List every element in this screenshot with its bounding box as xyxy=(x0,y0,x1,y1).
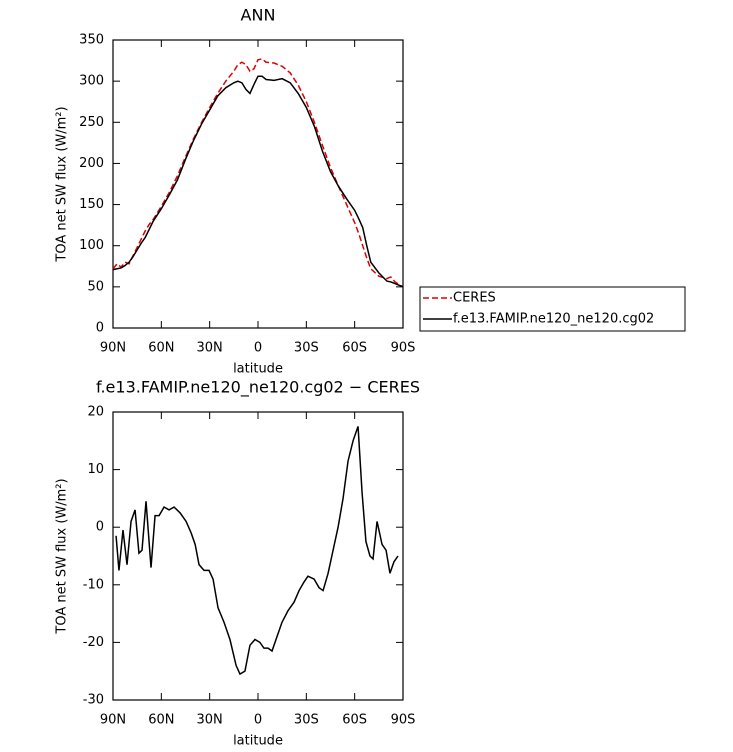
x-tick-label: 90N xyxy=(100,713,126,728)
x-tick-label: 30S xyxy=(294,341,319,356)
x-axis-label: latitude xyxy=(233,734,283,749)
x-tick-label: 90S xyxy=(391,713,416,728)
legend-label: f.e13.FAMIP.ne120_ne120.cg02 xyxy=(453,312,654,327)
y-tick-label: -20 xyxy=(83,635,104,650)
plot-frame xyxy=(112,39,404,329)
x-tick-label: 90S xyxy=(391,341,416,356)
y-tick-label: 0 xyxy=(96,520,104,535)
y-tick-label: 0 xyxy=(96,321,104,336)
y-tick-label: 250 xyxy=(79,115,104,130)
x-tick-label: 60N xyxy=(148,341,174,356)
x-tick-label: 30S xyxy=(294,713,319,728)
plot-frame xyxy=(112,411,404,701)
y-tick-label: 100 xyxy=(79,238,104,253)
x-tick-label: 90N xyxy=(100,341,126,356)
y-tick-label: -10 xyxy=(83,577,104,592)
x-tick-label: 60S xyxy=(342,341,367,356)
x-tick-label: 60N xyxy=(148,713,174,728)
y-tick-label: 50 xyxy=(87,279,104,294)
y-tick-label: -30 xyxy=(83,693,104,708)
y-tick-label: 20 xyxy=(87,405,104,420)
x-tick-label: 60S xyxy=(342,713,367,728)
x-tick-label: 0 xyxy=(254,713,262,728)
y-tick-label: 300 xyxy=(79,74,104,89)
legend-label: CERES xyxy=(453,291,496,306)
legend-box xyxy=(419,286,686,332)
x-tick-label: 30N xyxy=(197,713,223,728)
series-line xyxy=(112,58,404,288)
x-tick-label: 30N xyxy=(197,341,223,356)
y-axis-label: TOA net SW flux (W/m²) xyxy=(55,478,70,634)
y-tick-label: 10 xyxy=(87,462,104,477)
y-tick-label: 350 xyxy=(79,33,104,48)
series-line xyxy=(112,75,404,288)
y-tick-label: 150 xyxy=(79,197,104,212)
chart-title: f.e13.FAMIP.ne120_ne120.cg02 − CERES xyxy=(96,378,420,398)
y-axis-label: TOA net SW flux (W/m²) xyxy=(55,106,70,262)
series-line xyxy=(115,426,399,676)
x-axis-label: latitude xyxy=(233,362,283,377)
chart-title: ANN xyxy=(241,6,276,25)
y-tick-label: 200 xyxy=(79,156,104,171)
x-tick-label: 0 xyxy=(254,341,262,356)
